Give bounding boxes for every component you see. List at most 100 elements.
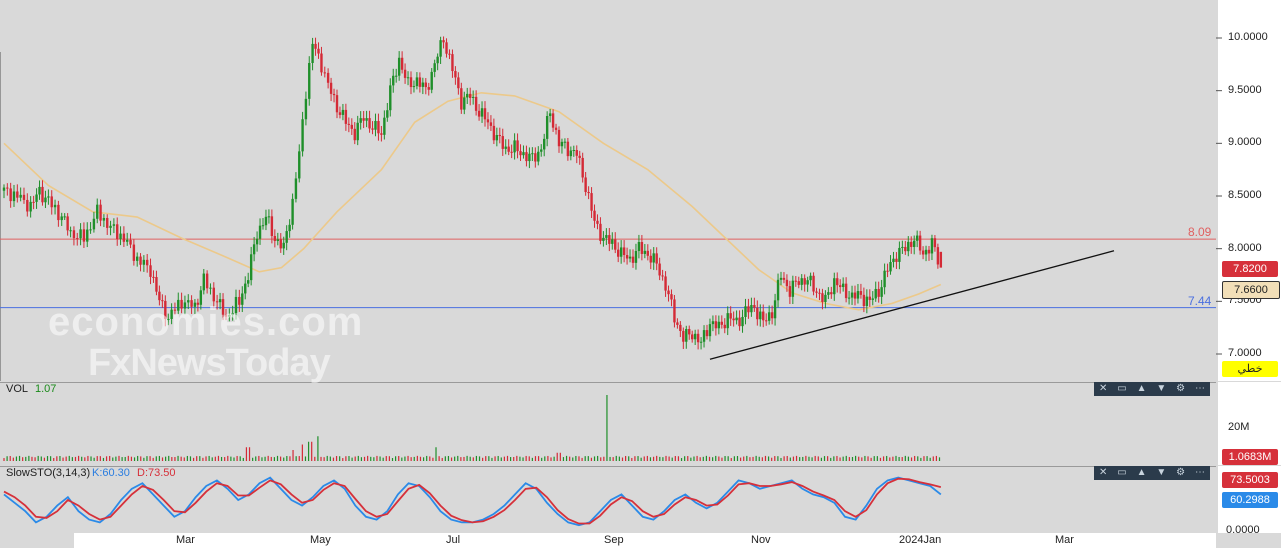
volume-bar	[342, 458, 344, 461]
volume-bar	[898, 456, 900, 461]
candle-body	[729, 313, 732, 319]
volume-bar	[895, 455, 897, 461]
volume-bar	[510, 457, 512, 461]
candle-body	[252, 244, 256, 255]
candle-body	[258, 225, 262, 239]
volume-bar	[485, 456, 487, 461]
candle-body	[619, 247, 623, 257]
moving-average-line	[3, 91, 942, 311]
candle-body	[255, 238, 259, 245]
volume-bar	[475, 455, 478, 461]
volume-panel[interactable]	[0, 382, 1216, 466]
candle-body	[457, 77, 460, 89]
volume-bar	[795, 455, 798, 461]
time-axis[interactable]	[74, 533, 1216, 548]
candle-body	[723, 324, 726, 329]
candle-body	[152, 276, 155, 278]
volume-bar	[18, 455, 21, 461]
volume-bar	[783, 456, 785, 461]
more-icon[interactable]: ⋯	[1195, 467, 1206, 478]
volume-bar	[329, 456, 331, 461]
settings-icon[interactable]: ⚙	[1176, 467, 1186, 478]
move-down-icon[interactable]: ▼	[1156, 383, 1167, 394]
volume-bar	[488, 456, 490, 461]
volume-bar	[25, 456, 27, 461]
candle-body	[32, 201, 35, 203]
candle-body	[933, 238, 937, 248]
close-icon[interactable]: ✕	[1098, 467, 1108, 478]
candle-body	[344, 109, 348, 124]
candle-body	[234, 296, 238, 314]
volume-bar	[845, 455, 847, 461]
volume-bar	[519, 456, 521, 461]
price-scale[interactable]	[1218, 0, 1281, 381]
candle-body	[19, 194, 22, 198]
candle-body	[270, 216, 274, 237]
volume-bar	[351, 457, 353, 461]
candle-body	[291, 198, 294, 225]
candle-body	[241, 293, 244, 305]
volume-bar	[143, 457, 145, 461]
candle-body	[519, 151, 522, 156]
stochastic-label: SlowSTO(3,14,3)	[6, 467, 91, 479]
volume-bar	[124, 456, 126, 461]
volume-bar	[460, 457, 462, 461]
stochastic-k-label: K:60.30	[92, 467, 130, 479]
candle-body	[353, 128, 356, 141]
candle-body	[102, 217, 106, 221]
volume-bar	[727, 456, 729, 461]
maximize-icon[interactable]: ▭	[1117, 383, 1127, 394]
volume-bar	[814, 455, 816, 461]
volume-bar	[587, 456, 589, 461]
candle-body	[782, 277, 786, 280]
candle-body	[756, 307, 759, 320]
candle-body	[170, 309, 173, 319]
candle-body	[477, 110, 481, 117]
candle-body	[212, 287, 215, 302]
move-up-icon[interactable]: ▲	[1136, 467, 1147, 478]
volume-bar	[712, 457, 714, 461]
line-type-button[interactable]: خطي	[1222, 361, 1278, 377]
volume-bar	[901, 457, 903, 461]
candle-body	[693, 333, 697, 340]
volume-bar	[858, 456, 860, 461]
volume-bar	[873, 456, 875, 461]
x-label-jul: Jul	[446, 534, 461, 546]
watermark-economies: economies.com	[48, 300, 364, 344]
volume-bar	[634, 456, 636, 461]
candle-body	[492, 125, 496, 141]
hline-label-7.44: 7.44	[1188, 294, 1212, 308]
close-icon[interactable]: ✕	[1098, 383, 1108, 394]
volume-bar	[736, 456, 739, 461]
settings-icon[interactable]: ⚙	[1176, 383, 1186, 394]
volume-bar	[81, 456, 83, 461]
volume-bar	[68, 455, 70, 461]
candle-body	[646, 250, 649, 256]
volume-bar	[258, 455, 260, 461]
candle-body	[29, 201, 32, 212]
volume-bar	[28, 455, 30, 461]
volume-bar	[584, 456, 586, 461]
more-icon[interactable]: ⋯	[1195, 383, 1206, 394]
candle-body	[794, 280, 797, 282]
volume-bar	[544, 456, 546, 461]
volume-bar	[395, 456, 397, 461]
candle-body	[436, 56, 439, 64]
price-panel[interactable]	[0, 0, 1216, 381]
candle-body	[448, 53, 451, 55]
volume-bar	[593, 456, 596, 461]
candle-body	[129, 239, 132, 245]
candle-body	[907, 241, 910, 252]
candle-body	[383, 117, 386, 135]
maximize-icon[interactable]: ▭	[1117, 467, 1127, 478]
candle-body	[109, 225, 112, 228]
candle-body	[744, 306, 747, 317]
move-up-icon[interactable]: ▲	[1136, 383, 1147, 394]
volume-bar	[426, 455, 428, 461]
move-down-icon[interactable]: ▼	[1156, 467, 1167, 478]
candle-body	[673, 299, 676, 323]
stochastic-panel[interactable]	[0, 466, 1216, 534]
volume-bar	[398, 456, 400, 461]
candle-body	[614, 239, 617, 250]
candle-body	[676, 322, 679, 325]
